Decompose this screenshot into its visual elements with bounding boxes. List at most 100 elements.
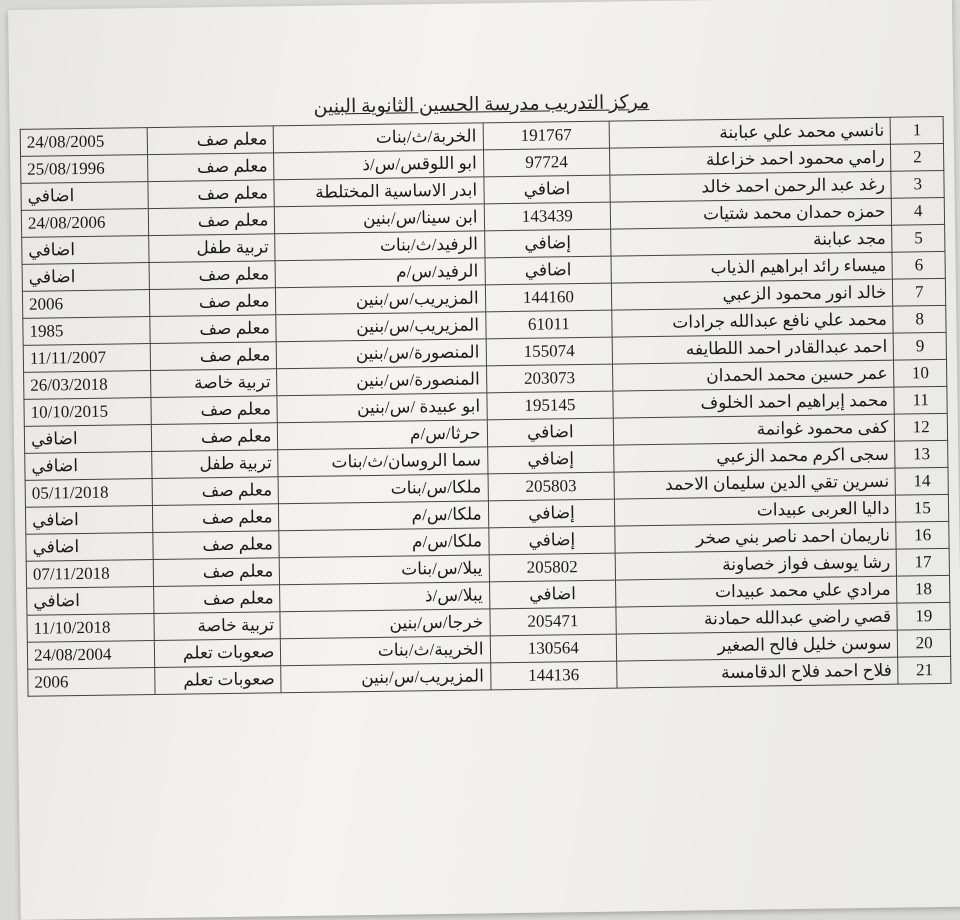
person-name: حمزه حمدان محمد شتيات [610, 198, 892, 229]
role-label: معلم صف [147, 153, 274, 182]
person-id: اضافي [487, 418, 614, 447]
person-name: محمد علي نافع عبدالله جرادات [612, 306, 894, 337]
date-value: 11/11/2007 [23, 344, 150, 373]
role-label: معلم صف [151, 396, 278, 425]
date-value: 1985 [23, 317, 150, 346]
school-name: المزيريب/س/بنين [276, 285, 485, 315]
row-number: 8 [893, 305, 946, 333]
person-name: محمد إبراهيم احمد الخلوف [613, 387, 895, 418]
person-name: قصي راضي عبدالله حمادنة [616, 603, 898, 634]
row-number: 17 [897, 548, 950, 576]
row-number: 9 [894, 332, 947, 360]
role-label: معلم صف [148, 207, 275, 236]
date-value: اضافي [27, 587, 154, 616]
row-number: 11 [894, 386, 947, 414]
person-id: 97724 [483, 148, 610, 177]
date-value: 24/08/2004 [27, 641, 154, 670]
person-id: إضافي [488, 499, 615, 528]
role-label: تربية خاصة [150, 369, 277, 398]
school-name: ابن سينا/س/بنين [275, 204, 484, 234]
school-name: يبلا/س/بنات [280, 555, 489, 585]
person-id: 61011 [485, 310, 612, 339]
role-label: تربية طفل [148, 234, 275, 263]
person-name: مرادي علي محمد عبيدات [616, 576, 898, 607]
date-value: اضافي [21, 182, 148, 211]
school-name: ابو اللوقس/س/ذ [274, 150, 483, 180]
school-name: المزيريب/س/بنين [276, 312, 485, 342]
person-name: داليا العربى عبيدات [615, 495, 897, 526]
date-value: 05/11/2018 [25, 479, 152, 508]
row-number: 4 [892, 197, 945, 225]
person-name: احمد عبدالقادر احمد اللطايفه [612, 333, 894, 364]
role-label: معلم صف [148, 180, 275, 209]
row-number: 7 [893, 278, 946, 306]
school-name: المزيريب/س/بنين [281, 663, 490, 693]
role-label: معلم صف [152, 477, 279, 506]
person-name: سجى اكرم محمد الزعبي [614, 441, 896, 472]
school-name: المنصورة/س/بنين [277, 366, 486, 396]
role-label: صعوبات تعلم [154, 639, 281, 668]
date-value: 25/08/1996 [21, 155, 148, 184]
person-id: اضافي [489, 580, 616, 609]
date-value: اضافي [22, 236, 149, 265]
row-number: 1 [891, 116, 944, 144]
school-name: المنصورة/س/بنين [277, 339, 486, 369]
person-name: عمر حسين محمد الحمدان [613, 360, 895, 391]
role-label: تربية خاصة [154, 612, 281, 641]
person-id: 195145 [486, 391, 613, 420]
school-name: حرثا/س/م [278, 420, 487, 450]
document-page: مركز التدريب مدرسة الحسين الثانوية البني… [8, 0, 960, 920]
row-number: 2 [891, 143, 944, 171]
row-number: 16 [896, 521, 949, 549]
person-name: رامي محمود احمد خزاعلة [610, 144, 892, 175]
person-id: 205802 [489, 553, 616, 582]
role-label: معلم صف [153, 558, 280, 587]
row-number: 5 [892, 224, 945, 252]
row-number: 19 [897, 602, 950, 630]
person-id: إضافي [484, 229, 611, 258]
row-number: 6 [892, 251, 945, 279]
person-name: نسرين تقي الدين سليمان الاحمد [614, 468, 896, 499]
school-name: الرفيد/ث/بنات [275, 231, 484, 261]
date-value: 26/03/2018 [24, 371, 151, 400]
role-label: معلم صف [147, 126, 274, 155]
row-number: 12 [895, 413, 948, 441]
date-value: اضافي [22, 263, 149, 292]
person-id: 205803 [488, 472, 615, 501]
school-name: الخربة/ث/بنات [274, 123, 483, 153]
date-value: 2006 [28, 668, 155, 697]
person-id: إضافي [488, 526, 615, 555]
row-number: 10 [894, 359, 947, 387]
person-name: ميساء رائد ابراهيم الذياب [611, 252, 893, 283]
date-value: 07/11/2018 [26, 560, 153, 589]
person-name: ناريمان احمد ناصر بني صخر [615, 522, 897, 553]
date-value: اضافي [25, 506, 152, 535]
school-name: ملكا/س/م [279, 528, 488, 558]
role-label: تربية طفل [151, 450, 278, 479]
date-value: 11/10/2018 [27, 614, 154, 643]
person-name: فلاح احمد فلاح الدقامسة [617, 657, 899, 688]
school-name: ابو عبيدة /س/بنين [277, 393, 486, 423]
row-number: 13 [895, 440, 948, 468]
person-name: خالد انور محمود الزعبي [612, 279, 894, 310]
role-label: معلم صف [151, 423, 278, 452]
person-name: سوسن خليل فالح الصغير [617, 630, 899, 661]
role-label: معلم صف [150, 315, 277, 344]
role-label: معلم صف [149, 288, 276, 317]
row-number: 14 [895, 467, 948, 495]
person-id: 144160 [485, 283, 612, 312]
row-number: 3 [891, 170, 944, 198]
date-value: اضافي [24, 425, 151, 454]
person-id: 191767 [483, 121, 610, 150]
person-id: 144136 [490, 661, 617, 690]
role-label: معلم صف [149, 261, 276, 290]
school-name: الرفيد/س/م [275, 258, 484, 288]
table-body: 1نانسي محمد علي عبابنة191767الخربة/ث/بنا… [20, 116, 951, 696]
date-value: اضافي [25, 452, 152, 481]
person-name: مجد عبابنة [611, 225, 893, 256]
person-id: 143439 [484, 202, 611, 231]
school-name: سما الروسان/ث/بنات [278, 447, 487, 477]
role-label: معلم صف [150, 342, 277, 371]
date-value: 10/10/2015 [24, 398, 151, 427]
date-value: 24/08/2006 [21, 209, 148, 238]
